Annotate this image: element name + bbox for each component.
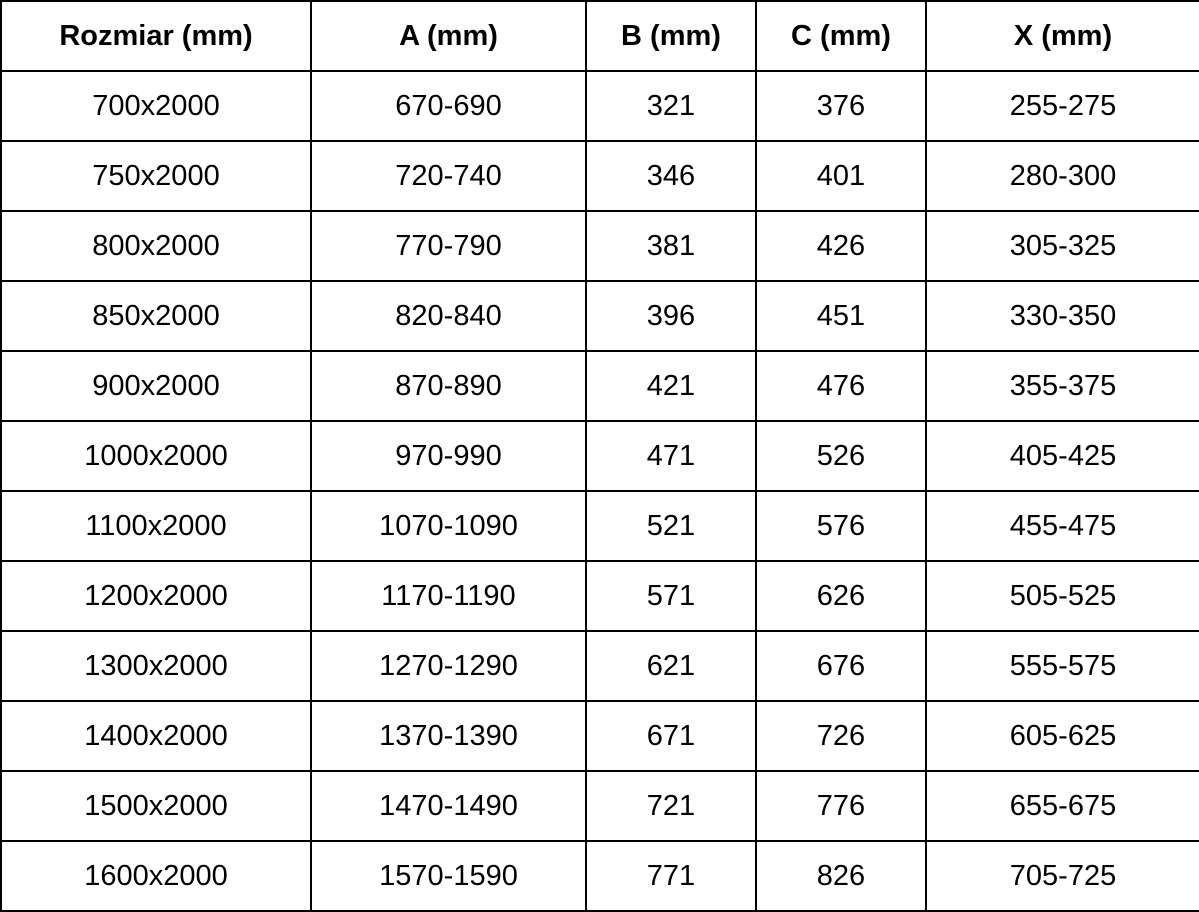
cell-rozmiar: 1300x2000 xyxy=(0,630,312,702)
table-row: 1000x2000 970-990 471 526 405-425 xyxy=(0,420,1199,492)
cell-a: 720-740 xyxy=(310,140,587,212)
column-header-rozmiar: Rozmiar (mm) xyxy=(0,0,312,72)
cell-c: 376 xyxy=(755,70,927,142)
cell-a: 1270-1290 xyxy=(310,630,587,702)
cell-x: 555-575 xyxy=(925,630,1199,702)
cell-c: 526 xyxy=(755,420,927,492)
cell-x: 405-425 xyxy=(925,420,1199,492)
cell-a: 1570-1590 xyxy=(310,840,587,912)
cell-b: 721 xyxy=(585,770,757,842)
cell-a: 1070-1090 xyxy=(310,490,587,562)
cell-rozmiar: 1500x2000 xyxy=(0,770,312,842)
table-row: 700x2000 670-690 321 376 255-275 xyxy=(0,70,1199,142)
cell-b: 771 xyxy=(585,840,757,912)
cell-x: 655-675 xyxy=(925,770,1199,842)
cell-b: 571 xyxy=(585,560,757,632)
cell-rozmiar: 1400x2000 xyxy=(0,700,312,772)
column-header-b: B (mm) xyxy=(585,0,757,72)
cell-a: 870-890 xyxy=(310,350,587,422)
cell-c: 626 xyxy=(755,560,927,632)
cell-rozmiar: 750x2000 xyxy=(0,140,312,212)
cell-x: 355-375 xyxy=(925,350,1199,422)
cell-rozmiar: 850x2000 xyxy=(0,280,312,352)
cell-c: 451 xyxy=(755,280,927,352)
cell-c: 776 xyxy=(755,770,927,842)
cell-x: 280-300 xyxy=(925,140,1199,212)
cell-b: 396 xyxy=(585,280,757,352)
cell-c: 676 xyxy=(755,630,927,702)
cell-a: 1470-1490 xyxy=(310,770,587,842)
table-body: 700x2000 670-690 321 376 255-275 750x2000 720-… xyxy=(0,70,1199,912)
cell-a: 820-840 xyxy=(310,280,587,352)
cell-rozmiar: 1200x2000 xyxy=(0,560,312,632)
cell-x: 255-275 xyxy=(925,70,1199,142)
cell-b: 621 xyxy=(585,630,757,702)
cell-x: 305-325 xyxy=(925,210,1199,282)
table-row: 900x2000 870-890 421 476 355-375 xyxy=(0,350,1199,422)
cell-c: 726 xyxy=(755,700,927,772)
cell-a: 770-790 xyxy=(310,210,587,282)
cell-a: 970-990 xyxy=(310,420,587,492)
cell-rozmiar: 800x2000 xyxy=(0,210,312,282)
table-row: 850x2000 820-840 396 451 330-350 xyxy=(0,280,1199,352)
table-row: 1600x2000 1570-1590 771 826 705-725 xyxy=(0,840,1199,912)
cell-x: 505-525 xyxy=(925,560,1199,632)
cell-b: 521 xyxy=(585,490,757,562)
cell-rozmiar: 1100x2000 xyxy=(0,490,312,562)
cell-c: 401 xyxy=(755,140,927,212)
cell-rozmiar: 1600x2000 xyxy=(0,840,312,912)
table-row: 1400x2000 1370-1390 671 726 605-625 xyxy=(0,700,1199,772)
cell-x: 455-475 xyxy=(925,490,1199,562)
cell-b: 346 xyxy=(585,140,757,212)
cell-b: 421 xyxy=(585,350,757,422)
cell-c: 426 xyxy=(755,210,927,282)
table-row: 800x2000 770-790 381 426 305-325 xyxy=(0,210,1199,282)
cell-a: 1170-1190 xyxy=(310,560,587,632)
cell-c: 826 xyxy=(755,840,927,912)
table-row: 1300x2000 1270-1290 621 676 555-575 xyxy=(0,630,1199,702)
table-row: 1200x2000 1170-1190 571 626 505-525 xyxy=(0,560,1199,632)
column-header-c: C (mm) xyxy=(755,0,927,72)
cell-rozmiar: 1000x2000 xyxy=(0,420,312,492)
table-row: 1500x2000 1470-1490 721 776 655-675 xyxy=(0,770,1199,842)
header-row: Rozmiar (mm) A (mm) B (mm) C (mm) X (mm) xyxy=(0,0,1199,72)
cell-rozmiar: 900x2000 xyxy=(0,350,312,422)
cell-b: 471 xyxy=(585,420,757,492)
cell-b: 671 xyxy=(585,700,757,772)
cell-x: 330-350 xyxy=(925,280,1199,352)
cell-c: 476 xyxy=(755,350,927,422)
table-row: 750x2000 720-740 346 401 280-300 xyxy=(0,140,1199,212)
cell-a: 670-690 xyxy=(310,70,587,142)
cell-rozmiar: 700x2000 xyxy=(0,70,312,142)
cell-a: 1370-1390 xyxy=(310,700,587,772)
table-row: 1100x2000 1070-1090 521 576 455-475 xyxy=(0,490,1199,562)
cell-b: 321 xyxy=(585,70,757,142)
cell-b: 381 xyxy=(585,210,757,282)
cell-x: 605-625 xyxy=(925,700,1199,772)
column-header-a: A (mm) xyxy=(310,0,587,72)
cell-x: 705-725 xyxy=(925,840,1199,912)
cell-c: 576 xyxy=(755,490,927,562)
column-header-x: X (mm) xyxy=(925,0,1199,72)
